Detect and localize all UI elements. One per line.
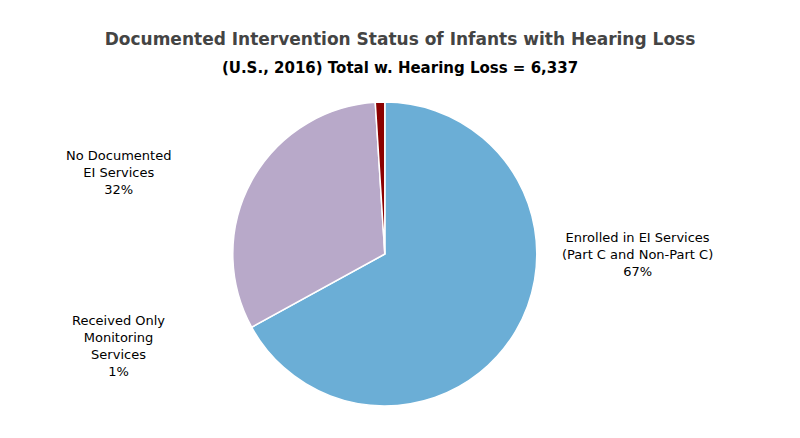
svg-text:(U.S., 2016) Total w. Hearing: (U.S., 2016) Total w. Hearing Loss = 6,3… bbox=[222, 59, 578, 77]
svg-text:Enrolled in EI Services(Part C: Enrolled in EI Services(Part C and Non-P… bbox=[562, 230, 713, 279]
svg-text:Received OnlyMonitoringService: Received OnlyMonitoringServices1% bbox=[72, 313, 165, 379]
svg-text:Documented Intervention Status: Documented Intervention Status of Infant… bbox=[105, 29, 696, 49]
svg-text:No DocumentedEI Services32%: No DocumentedEI Services32% bbox=[66, 148, 171, 197]
